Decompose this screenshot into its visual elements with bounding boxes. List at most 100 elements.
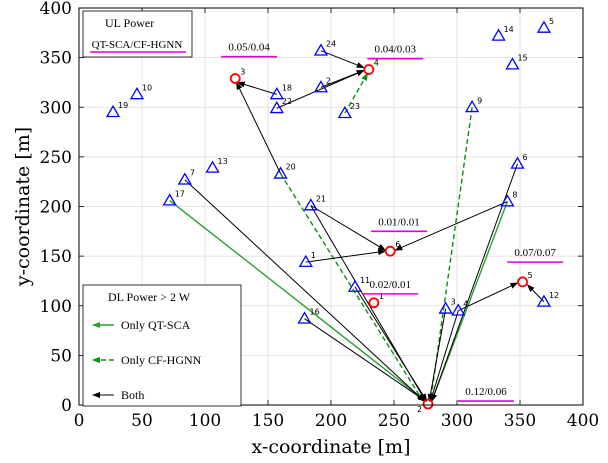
axis-ticks: 0 50 100 150 200 250 300 350 400 0 50 100 150 200 250 3…	[40, 0, 600, 431]
y-tick-label: 150	[40, 247, 72, 267]
user-id-label: 13	[218, 157, 228, 166]
user-id-label: 16	[310, 308, 320, 317]
user-id-label: 6	[522, 153, 527, 162]
user-id-label: 3	[451, 298, 456, 307]
user-marker	[129, 87, 145, 100]
ap-id-label: 6	[395, 240, 400, 249]
user-id-label: 5	[549, 17, 554, 26]
user-marker	[536, 294, 552, 307]
legend-dl-box	[82, 284, 242, 407]
user-marker	[177, 172, 192, 185]
legend-dl-power: DL Power > 2 W Only QT-SCA Only CF-HGNN Bo…	[82, 284, 242, 407]
x-tick-label: 250	[378, 411, 410, 431]
legend-ul-entry: QT-SCA/CF-HGNN	[92, 39, 183, 51]
x-tick-label: 350	[504, 411, 536, 431]
user-marker	[313, 80, 329, 93]
user-marker	[491, 28, 506, 41]
y-axis-label: y-coordinate [m]	[12, 127, 34, 287]
user-marker	[337, 105, 352, 119]
user-id-label: 1	[311, 251, 316, 260]
x-tick-label: 300	[441, 411, 473, 431]
ap-id-label: 3	[240, 67, 245, 76]
link-both	[394, 201, 508, 251]
user-id-label: 8	[512, 191, 517, 200]
user-id-label: 22	[282, 97, 292, 106]
x-tick-label: 100	[189, 411, 221, 431]
user-id-label: 23	[350, 102, 360, 111]
user-id-label: 11	[360, 276, 370, 285]
link-both	[354, 286, 428, 402]
user-marker	[510, 156, 525, 169]
legend-dl-entry: Both	[121, 388, 144, 402]
link-qt	[431, 201, 509, 402]
user-marker	[269, 87, 284, 100]
user-marker	[451, 303, 466, 316]
power-ratio-label: 0.05/0.04	[228, 42, 270, 54]
ap-marker	[368, 297, 380, 309]
ap-id-label: 1	[379, 292, 384, 301]
legend-dl-title: DL Power > 2 W	[108, 290, 191, 304]
user-marker	[313, 43, 329, 56]
x-tick-label: 200	[315, 411, 347, 431]
link-qt	[169, 199, 427, 402]
user-marker	[505, 57, 520, 70]
ap-marker	[229, 73, 241, 84]
link-both	[427, 308, 447, 403]
user-id-label: 18	[282, 83, 292, 92]
link-cf	[428, 107, 473, 403]
legend-ul-power: UL Power QT-SCA/CF-HGNN	[82, 10, 193, 58]
user-marker	[162, 193, 177, 206]
ap-marker	[384, 245, 396, 257]
y-tick-label: 100	[40, 297, 72, 317]
x-tick-label: 50	[131, 411, 153, 431]
user-marker	[303, 198, 318, 211]
ap-id-label: 5	[528, 271, 533, 280]
link-both	[304, 318, 427, 402]
user-marker	[438, 301, 453, 314]
legend-ul-box	[82, 10, 193, 58]
links	[169, 50, 545, 403]
user-id-label: 9	[477, 96, 482, 105]
y-tick-label: 250	[40, 148, 72, 168]
user-id-label: 24	[326, 40, 336, 49]
link-cf	[280, 173, 424, 402]
user-marker	[273, 166, 288, 179]
ap-id-label: 2	[417, 405, 422, 414]
user-marker	[269, 100, 284, 114]
user-id-label: 17	[175, 190, 185, 199]
y-tick-label: 400	[40, 0, 72, 19]
link-both	[236, 81, 282, 174]
x-tick-label: 0	[74, 411, 85, 431]
user-marker	[297, 311, 312, 324]
power-ratio-label: 0.12/0.06	[465, 386, 507, 398]
legend-dl-entry: Only QT-SCA	[121, 318, 191, 332]
power-ratio-label: 0.04/0.03	[374, 44, 416, 56]
user-id-label: 14	[504, 25, 514, 34]
link-both	[305, 249, 387, 263]
ap-marker	[517, 276, 528, 288]
user-id-label: 20	[286, 163, 296, 172]
user-marker	[205, 160, 220, 173]
power-ratio-label: 0.07/0.07	[514, 247, 556, 259]
link-both	[320, 70, 365, 88]
user-marker	[105, 104, 121, 118]
user-marker	[464, 99, 480, 113]
link-both	[458, 282, 519, 312]
power-ratio-label: 0.01/0.01	[378, 216, 420, 228]
link-both	[429, 310, 459, 402]
legend-dl-entry: Only CF-HGNN	[121, 353, 202, 367]
legend-ul-title: UL Power	[105, 16, 154, 30]
y-tick-label: 300	[40, 98, 72, 118]
user-marker	[347, 279, 363, 292]
user-id-label: 19	[118, 101, 128, 110]
link-both	[236, 81, 277, 95]
user-marker	[536, 20, 552, 33]
user-id-label: 4	[463, 300, 468, 309]
power-ratio-label: 0.02/0.01	[369, 279, 411, 291]
y-tick-label: 200	[40, 198, 72, 218]
user-marker	[298, 254, 313, 268]
ap-id-label: 4	[374, 59, 379, 68]
x-tick-label: 400	[567, 411, 599, 431]
